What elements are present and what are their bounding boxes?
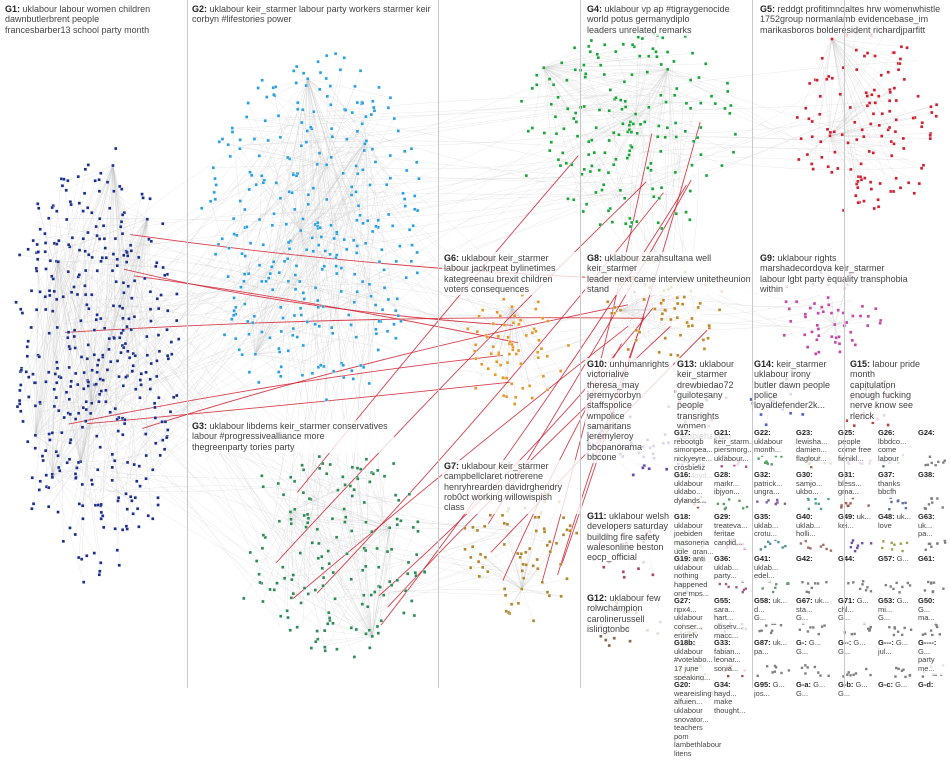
panel-separator [580, 0, 581, 688]
panel-separator [438, 0, 439, 688]
network-graph [0, 0, 950, 688]
panel-separator [844, 0, 845, 688]
panel-separator [752, 0, 753, 688]
panel-separator [187, 0, 188, 688]
group-label-g20: G20: weareislington alfuien... uklabour … [672, 680, 714, 760]
